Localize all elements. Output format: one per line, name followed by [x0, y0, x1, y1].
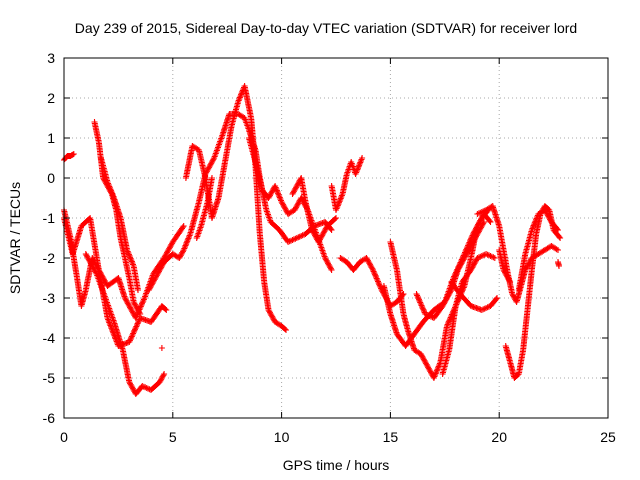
plus-marks [328, 155, 366, 213]
x-tick-label: 10 [274, 429, 290, 445]
grid-lines [64, 58, 608, 418]
y-tick-label: 0 [47, 170, 55, 186]
y-tick-label: -2 [43, 250, 56, 266]
series-track-18 [448, 279, 500, 313]
plus-marks [496, 247, 514, 285]
x-tick-label: 25 [600, 429, 616, 445]
plus-marks [515, 207, 561, 293]
plus-marks [502, 203, 564, 381]
series-track-16 [413, 219, 487, 321]
series-track-8 [182, 83, 289, 333]
series-track-3 [82, 251, 168, 397]
series-track-10 [193, 175, 215, 241]
x-tick-label: 15 [383, 429, 399, 445]
plus-marks [193, 175, 215, 241]
y-tick-label: -6 [43, 410, 56, 426]
plus-marks [158, 345, 165, 351]
series-track-12 [328, 155, 366, 213]
plus-marks [182, 83, 289, 333]
plus-marks [98, 155, 141, 293]
plot-frame [63, 57, 609, 419]
y-tick-label: -5 [43, 370, 56, 386]
series-track-17 [439, 251, 498, 377]
series-track-22 [496, 247, 514, 285]
y-tick-label: -1 [43, 210, 56, 226]
axis-ticks [63, 57, 609, 419]
series-track-20 [502, 203, 564, 381]
x-tick-label: 0 [60, 429, 68, 445]
plus-marks [61, 151, 77, 163]
series-track-23 [555, 259, 562, 269]
series-track-6 [98, 155, 141, 293]
y-tick-label: 1 [47, 130, 55, 146]
y-tick-label: 2 [47, 90, 55, 106]
plus-marks [555, 259, 562, 269]
series-track-4 [61, 151, 77, 163]
plus-marks [448, 279, 500, 313]
series-track-11 [289, 175, 339, 245]
y-tick-label: 3 [47, 50, 55, 66]
chart-title: Day 239 of 2015, Sidereal Day-to-day VTE… [75, 20, 577, 36]
data-points [61, 83, 564, 397]
y-tick-labels: -6 -5 -4 -3 -2 -1 0 1 2 3 [43, 50, 56, 426]
y-tick-label: -3 [43, 290, 56, 306]
x-tick-labels: 0 5 10 15 20 25 [60, 429, 616, 445]
plus-marks [82, 251, 168, 397]
x-tick-label: 20 [491, 429, 507, 445]
y-axis-label: SDTVAR / TECUs [7, 182, 23, 294]
plus-marks [413, 219, 487, 321]
plus-marks [289, 175, 339, 245]
series-track-24 [158, 345, 165, 351]
plus-marks [439, 251, 498, 377]
x-tick-label: 5 [169, 429, 177, 445]
x-axis-label: GPS time / hours [283, 457, 390, 473]
series-track-21 [515, 207, 561, 293]
y-tick-label: -4 [43, 330, 56, 346]
